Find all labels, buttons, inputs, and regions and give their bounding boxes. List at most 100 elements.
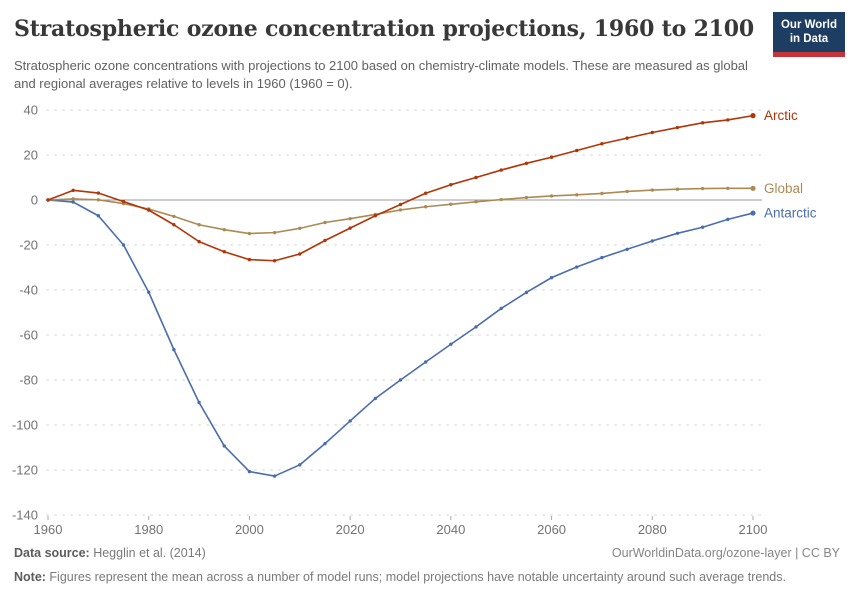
y-axis-tick-label: 0: [31, 193, 38, 208]
series-point-global: [750, 185, 756, 191]
series-point-arctic: [96, 191, 101, 195]
series-point-antarctic: [71, 200, 75, 204]
series-point-global: [449, 202, 453, 206]
series-point-arctic: [46, 198, 50, 202]
x-axis-tick-label: 2040: [436, 522, 465, 537]
y-axis-tick-label: 20: [24, 148, 38, 163]
series-point-global: [323, 220, 327, 225]
note-text: Note: Figures represent the mean across …: [14, 570, 786, 584]
series-point-global: [474, 200, 478, 204]
series-line-arctic: [47, 114, 754, 262]
x-axis-tick-label: 1980: [134, 522, 163, 537]
series-point-antarctic: [449, 342, 453, 346]
series-point-global: [272, 230, 277, 235]
series-point-antarctic: [726, 217, 730, 222]
series-point-antarctic: [398, 378, 403, 382]
series-point-arctic: [474, 175, 478, 180]
series-point-antarctic: [524, 290, 529, 295]
series-point-arctic: [750, 113, 756, 119]
series-point-arctic: [575, 148, 579, 153]
data-source-label: Data source:: [14, 546, 90, 560]
chart-subtitle: Stratospheric ozone concentrations with …: [14, 58, 748, 91]
series-point-global: [499, 197, 503, 202]
y-axis-tick-label: -100: [12, 418, 38, 433]
series-point-global: [423, 205, 428, 209]
series-point-global: [222, 228, 226, 232]
data-source-text: Data source: Hegglin et al. (2014): [14, 546, 206, 560]
series-point-arctic: [323, 238, 327, 243]
series-point-antarctic: [247, 469, 252, 474]
series-point-arctic: [348, 226, 352, 230]
series-point-global: [298, 226, 302, 231]
y-axis-tick-label: -20: [19, 238, 38, 253]
series-point-arctic: [272, 259, 277, 263]
series-point-global: [675, 187, 680, 191]
series-point-global: [398, 208, 403, 212]
y-axis-tick-label: -40: [19, 283, 38, 298]
x-axis-tick-label: 2080: [638, 522, 667, 537]
series-point-arctic: [700, 121, 705, 125]
y-axis-tick-label: -120: [12, 463, 38, 478]
y-axis-tick-label: 40: [24, 103, 38, 118]
series-point-global: [575, 193, 579, 197]
owid-logo-stripe: [773, 51, 845, 57]
x-axis-tick-label: 2000: [235, 522, 264, 537]
series-point-global: [71, 197, 75, 201]
note-value: Figures represent the mean across a numb…: [45, 570, 786, 584]
owid-logo-box: Our World in Data: [773, 12, 845, 52]
series-point-antarctic: [172, 347, 176, 352]
series-point-antarctic: [323, 441, 327, 446]
series-point-arctic: [549, 155, 554, 159]
series-point-arctic: [71, 188, 75, 193]
series-label-arctic: Arctic: [764, 108, 798, 123]
series-point-global: [348, 216, 352, 221]
series-point-antarctic: [549, 275, 554, 280]
series-point-antarctic: [147, 290, 151, 294]
series-point-antarctic: [600, 255, 604, 260]
series-point-antarctic: [197, 400, 201, 405]
series-point-global: [96, 198, 101, 202]
series-point-arctic: [726, 118, 730, 122]
footer-source-row: Data source: Hegglin et al. (2014) OurWo…: [14, 546, 840, 560]
owid-logo[interactable]: Our World in Data: [773, 12, 845, 57]
series-point-global: [650, 188, 654, 192]
series-point-arctic: [499, 168, 503, 172]
series-point-antarctic: [575, 265, 579, 269]
data-source-value: Hegglin et al. (2014): [89, 546, 206, 560]
series-point-arctic: [675, 125, 680, 130]
note-label: Note:: [14, 570, 46, 584]
series-point-arctic: [298, 252, 302, 256]
series-point-antarctic: [700, 225, 705, 229]
series-point-global: [549, 194, 554, 198]
series-point-arctic: [147, 208, 151, 212]
series-point-antarctic: [474, 325, 478, 329]
series-point-antarctic: [750, 210, 756, 216]
footer-note-row: Note: Figures represent the mean across …: [14, 570, 840, 584]
series-line-antarctic: [47, 199, 754, 477]
series-point-arctic: [197, 239, 201, 244]
series-point-antarctic: [348, 419, 352, 423]
series-point-arctic: [524, 161, 529, 166]
series-point-global: [700, 186, 705, 191]
series-label-global: Global: [764, 181, 803, 196]
series-point-antarctic: [373, 396, 378, 401]
series-point-antarctic: [675, 231, 680, 235]
x-axis-tick-label: 2100: [739, 522, 768, 537]
series-point-global: [726, 186, 730, 190]
series-point-arctic: [398, 202, 403, 207]
series-point-antarctic: [625, 247, 629, 251]
y-axis-tick-label: -80: [19, 373, 38, 388]
owid-url-link[interactable]: OurWorldinData.org/ozone-layer | CC BY: [611, 546, 840, 560]
series-point-antarctic: [121, 243, 126, 247]
series-point-arctic: [449, 183, 453, 187]
series-point-antarctic: [650, 239, 654, 243]
series-point-global: [600, 191, 604, 196]
series-point-arctic: [172, 223, 176, 227]
owid-logo-line1: Our World: [780, 19, 837, 31]
series-point-arctic: [247, 257, 252, 262]
x-axis-tick-label: 2020: [336, 522, 365, 537]
page-title: Stratospheric ozone concentration projec…: [14, 16, 755, 42]
series-point-antarctic: [96, 214, 101, 218]
chart-area: 40 20 0 -20 -40 -60 -80 -100 -120 -140 1960 1980 200…: [0, 95, 850, 555]
series-point-arctic: [121, 199, 126, 204]
